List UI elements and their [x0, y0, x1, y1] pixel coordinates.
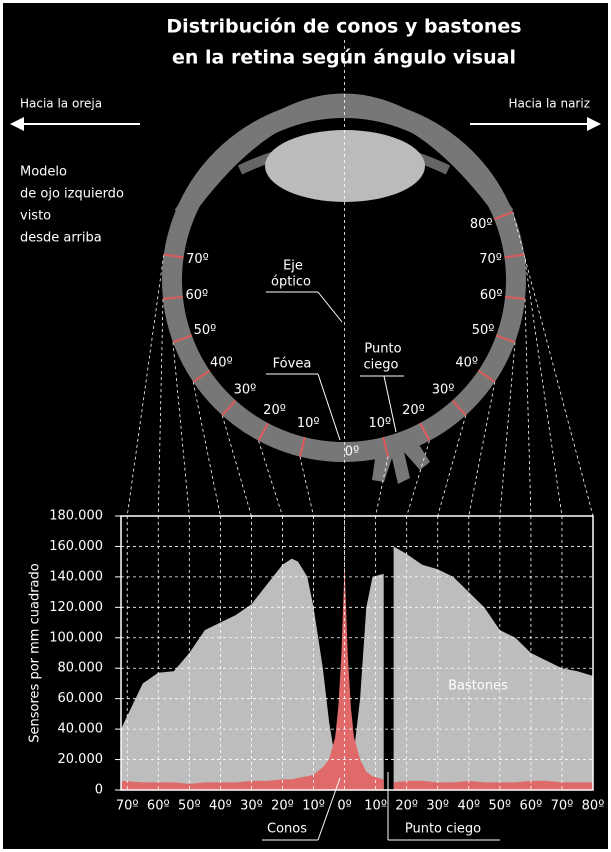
angle-connector [499, 342, 516, 517]
eye-angle-tick [495, 334, 516, 344]
x-tick-label: 50º [489, 799, 512, 814]
eye-angle-tick [382, 436, 390, 457]
pointer [383, 375, 397, 433]
x-tick-label: 60º [520, 799, 543, 814]
x-tick-label: 10º [302, 799, 325, 814]
direction-label: Hacia la oreja [20, 97, 102, 111]
eye-angle-label: 60º [185, 288, 208, 303]
eye-angle-label: 60º [480, 288, 503, 303]
y-tick-label: 60.000 [58, 691, 104, 706]
eye-angle-label: 10º [297, 416, 320, 431]
eye-angle-label: 50º [194, 323, 217, 338]
eye-angle-tick [192, 369, 211, 383]
eye-angle-tick [505, 295, 526, 301]
eye-angle-label: 30º [234, 382, 257, 397]
y-tick-label: 0 [95, 783, 103, 798]
eye-angle-label: 80º [470, 217, 493, 232]
angle-connector [406, 440, 430, 517]
eye-angle-tick [221, 399, 237, 416]
angle-connector [523, 254, 563, 517]
blind-spot-label: Punto [364, 342, 401, 357]
optic-axis-label: Eje [283, 259, 303, 274]
pointer [317, 373, 341, 441]
arrow-head [10, 117, 24, 131]
eye-angle-tick [451, 399, 467, 416]
blind-spot-label: ciego [364, 358, 399, 373]
angle-connector [157, 299, 164, 517]
eye-angle-tick [163, 253, 184, 259]
y-tick-label: 80.000 [58, 661, 104, 676]
optic-axis-label: óptico [271, 275, 311, 290]
eye-angle-label: 40º [210, 355, 233, 370]
eye-angle-label: 30º [432, 382, 455, 397]
eye-angle-label: 50º [472, 323, 495, 338]
model-text: visto [20, 209, 51, 224]
angle-connector [468, 381, 496, 517]
angle-connector [126, 254, 165, 517]
x-tick-label: 20º [395, 799, 418, 814]
x-tick-label: 40º [209, 799, 232, 814]
eye-angle-tick [162, 295, 183, 301]
y-tick-label: 100.000 [49, 630, 103, 645]
eye-angle-tick [419, 422, 431, 442]
eye-angle-label: 10º [368, 416, 391, 431]
pointer [317, 291, 343, 323]
angle-connector [375, 456, 389, 517]
eye-angle-label: 20º [263, 403, 286, 418]
eye-angle-tick [493, 210, 514, 221]
eyeball-wall [162, 98, 526, 462]
y-tick-label: 160.000 [49, 539, 103, 554]
y-tick-label: 180.000 [49, 509, 103, 524]
series-label: Bastones [448, 679, 508, 694]
x-tick-label: 70º [551, 799, 574, 814]
fovea-label: Fóvea [273, 357, 312, 372]
y-tick-label: 20.000 [58, 752, 104, 767]
angle-connector [192, 381, 221, 517]
series-label: Conos [267, 822, 307, 837]
eye-angle-label: 70º [186, 252, 209, 267]
x-tick-label: 0º [337, 799, 351, 814]
model-text: Modelo [20, 165, 67, 180]
angle-connector [299, 456, 314, 517]
angle-connector [524, 299, 532, 517]
x-tick-label: 10º [364, 799, 387, 814]
eye-angle-tick [257, 422, 269, 442]
x-tick-label: 30º [240, 799, 263, 814]
x-tick-label: 80º [582, 799, 605, 814]
y-tick-label: 140.000 [49, 569, 103, 584]
eye-angle-label: 70º [479, 252, 502, 267]
arrow-head [587, 117, 601, 131]
y-tick-label: 120.000 [49, 600, 103, 615]
direction-label: Hacia la nariz [508, 97, 590, 111]
x-tick-label: 50º [178, 799, 201, 814]
angle-connector [172, 342, 190, 517]
blind-spot-annotation: Punto ciego [405, 822, 481, 837]
title-line: en la retina según ángulo visual [172, 47, 516, 69]
x-tick-label: 40º [457, 799, 480, 814]
y-tick-label: 40.000 [58, 722, 104, 737]
angle-connector [512, 211, 594, 517]
lens [265, 130, 425, 202]
title-line: Distribución de conos y bastones [166, 16, 521, 38]
y-axis-label: Sensores por mm cuadrado [28, 563, 43, 742]
x-tick-label: 30º [426, 799, 449, 814]
x-tick-label: 20º [271, 799, 294, 814]
eye-angle-label: 0º [345, 445, 359, 460]
eye-angle-tick [298, 436, 306, 457]
eye-angle-tick [504, 253, 525, 259]
model-text: de ojo izquierdo [20, 187, 124, 202]
eye-angle-label: 40º [455, 355, 478, 370]
x-tick-label: 70º [116, 799, 139, 814]
pointer [317, 777, 341, 841]
eye-angle-label: 20º [402, 403, 425, 418]
model-text: desde arriba [20, 231, 102, 246]
angle-connector [258, 440, 283, 517]
eye-angle-tick [172, 334, 193, 344]
x-tick-label: 60º [147, 799, 170, 814]
eye-angle-tick [477, 369, 496, 383]
